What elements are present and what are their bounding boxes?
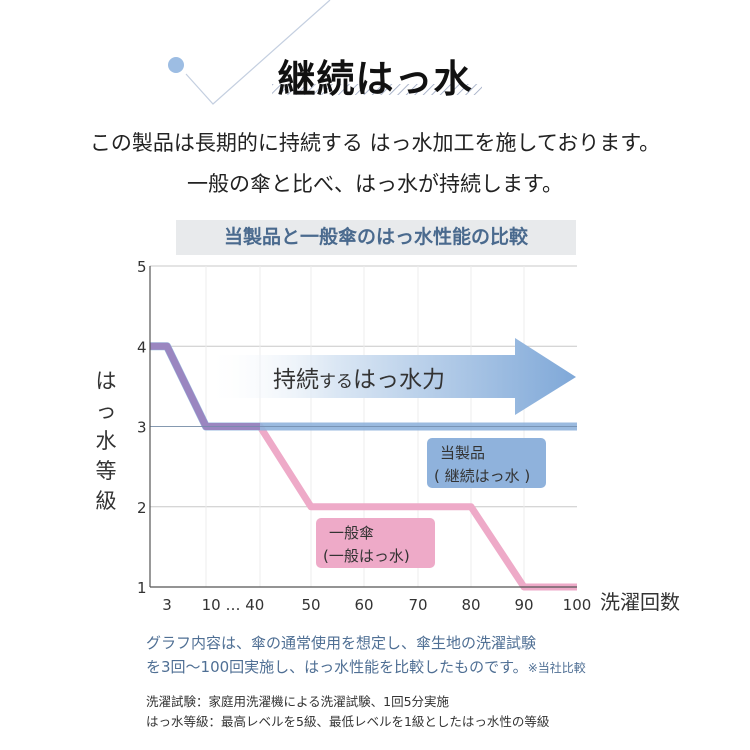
y-tick-label: 5 [137, 258, 147, 276]
chart-title: 当製品と一般傘のはっ水性能の比較 [176, 220, 576, 255]
lead-line-1: この製品は長期的に持続する はっ水加工を施しております。 [89, 131, 661, 155]
x-axis-label: 洗濯回数 [600, 590, 680, 614]
x-tick-label: 3 [162, 596, 172, 614]
note-small-2: はっ水等級：最高レベルを5級、最低レベルを1級としたはっ水性の等級 [146, 714, 550, 729]
note-blue-1: グラフ内容は、傘の通常使用を想定し、傘生地の洗濯試験 [146, 634, 537, 652]
general-legend-sub: (一般はっ水) [323, 547, 410, 565]
note-blue-2-text: を3回〜100回実施し、はっ水性能を比較したものです。 [146, 658, 528, 676]
general-legend-box [316, 518, 435, 568]
x-tick-label: 80 [461, 596, 480, 614]
y-axis-label-char: 級 [96, 489, 117, 513]
x-tick-label: 60 [354, 596, 373, 614]
y-axis-label: はっ水等級 [96, 369, 117, 513]
page-title: 継続はっ水 [277, 57, 473, 101]
note-blue-suffix: ※当社比較 [527, 661, 586, 675]
product-legend-sub: ( 継続はっ水 ) [434, 467, 530, 485]
decor-dot [168, 57, 184, 73]
note-small-1: 洗濯試験：家庭用洗濯機による洗濯試験、1回5分実施 [146, 694, 450, 709]
y-tick-label: 3 [137, 419, 147, 437]
y-tick-label: 1 [137, 579, 147, 597]
y-axis-label-char: は [96, 369, 117, 393]
x-tick-label: 70 [408, 596, 427, 614]
y-tick-label: 2 [137, 499, 147, 517]
x-tick-label: 10 … 40 [202, 596, 265, 614]
note-blue-2: を3回〜100回実施し、はっ水性能を比較したものです。※当社比較 [146, 656, 586, 677]
y-axis-label-char: っ [96, 399, 117, 423]
arrow-label: 持続するはっ水力 [273, 367, 445, 393]
lead-line-2: 一般の傘と比べ、はっ水が持続します。 [187, 172, 563, 196]
x-tick-label: 100 [563, 596, 592, 614]
product-legend-box [427, 438, 546, 488]
y-tick-label: 4 [137, 338, 147, 356]
general-legend-name: 一般傘 [329, 524, 374, 542]
x-tick-label: 50 [301, 596, 320, 614]
title-hatch [272, 84, 482, 95]
y-axis-label-char: 水 [96, 429, 117, 453]
product-legend-name: 当製品 [440, 444, 485, 462]
y-axis-label-char: 等 [96, 459, 117, 483]
x-tick-label: 90 [514, 596, 533, 614]
decor-line [185, 0, 331, 105]
persistence-arrow [205, 338, 576, 415]
